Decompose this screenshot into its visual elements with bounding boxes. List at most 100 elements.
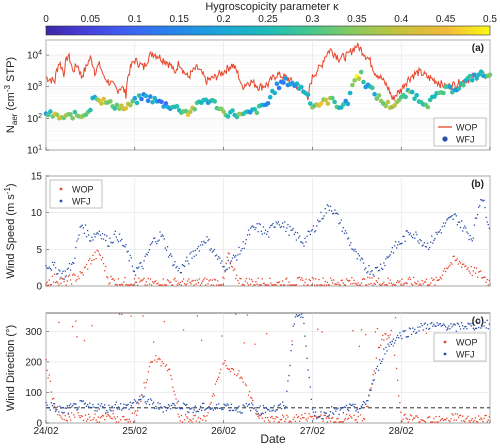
series-wop-point: [60, 282, 62, 285]
series-wop-point: [213, 278, 216, 280]
series-wfj-point: [474, 76, 480, 81]
series-wop-point: [49, 284, 51, 286]
series-wfj-point: [109, 237, 111, 239]
series-wop-point: [270, 416, 272, 419]
series-wfj-point: [102, 238, 105, 240]
series-wfj-point: [64, 407, 66, 409]
series-wfj-point: [252, 107, 257, 112]
series-wfj-point: [143, 93, 149, 99]
series-wfj-point: [425, 327, 428, 329]
series-wfj-point: [144, 401, 146, 403]
series-wfj-point: [154, 407, 156, 410]
series-wfj-point: [422, 329, 424, 331]
series-wfj-point: [194, 405, 196, 407]
series-wfj-point: [449, 216, 451, 218]
series-wfj-point: [384, 264, 386, 267]
series-wfj-point: [197, 245, 200, 248]
series-wop-point: [385, 333, 387, 335]
series-wop-point: [304, 281, 306, 284]
series-wfj-point: [174, 404, 176, 407]
series-wfj-point: [312, 411, 315, 413]
series-wfj-point: [328, 414, 331, 416]
series-wfj-point: [155, 241, 157, 243]
series-wfj-point: [139, 96, 144, 102]
series-wfj-point: [386, 256, 388, 258]
series-wop-point: [375, 357, 377, 359]
series-wfj-point: [166, 407, 169, 410]
series-wop-point: [261, 417, 263, 419]
series-wop-point: [222, 363, 224, 365]
series-wop-point: [358, 345, 360, 347]
series-wfj-point: [181, 264, 184, 266]
series-wfj-point: [392, 103, 397, 108]
series-wop-point: [148, 283, 151, 285]
series-wop-point: [171, 284, 173, 286]
series-wop-point: [271, 415, 273, 418]
series-wfj-point: [360, 405, 363, 407]
series-wfj-point: [415, 231, 417, 233]
series-wfj-point: [457, 221, 460, 223]
series-wfj-point: [373, 275, 375, 277]
series-wfj-point: [258, 222, 260, 225]
series-wop-point: [219, 284, 221, 286]
series-wfj-point: [79, 226, 81, 228]
series-wop-point: [300, 279, 302, 281]
series-wfj-point: [120, 403, 122, 405]
series-wfj-point: [84, 402, 87, 404]
y-tick-label: 101: [27, 145, 42, 157]
series-wfj-point: [197, 410, 200, 413]
series-wop-point: [406, 418, 408, 420]
series-wfj-point: [292, 227, 294, 230]
series-wfj-point: [392, 252, 395, 254]
series-wfj-point: [404, 329, 406, 332]
series-wfj-point: [129, 254, 131, 257]
series-wop-point: [194, 414, 196, 416]
series-wop-point: [304, 412, 306, 415]
series-wop-point: [50, 284, 52, 286]
series-wfj-point: [393, 245, 396, 247]
series-wfj-point: [182, 264, 185, 267]
series-wfj-point: [196, 410, 198, 412]
colorbar-tick-label: 0.25: [258, 14, 278, 25]
series-wfj-point: [179, 408, 181, 410]
series-wfj-point: [46, 404, 48, 406]
series-wfj-point: [136, 402, 138, 404]
series-wfj-point: [72, 109, 78, 115]
series-wfj-point: [305, 241, 307, 243]
series-wop-point: [321, 331, 323, 333]
series-wfj-point: [161, 234, 163, 236]
series-wop-point: [474, 417, 477, 419]
series-wfj-point: [487, 328, 489, 330]
series-wop-point: [352, 283, 354, 285]
series-wop-point: [371, 277, 373, 279]
series-wop-point: [125, 419, 127, 421]
series-wop-point: [414, 281, 416, 284]
series-wfj-point: [188, 263, 190, 265]
series-wfj-point: [202, 244, 204, 246]
series-wfj-point: [309, 233, 311, 236]
series-wfj-point: [229, 262, 231, 265]
series-wop-point: [129, 420, 131, 423]
series-wfj-point: [281, 80, 286, 85]
series-wop-point: [342, 282, 344, 284]
legend-label: WFJ: [72, 197, 91, 207]
series-wfj-point: [419, 326, 421, 328]
series-wfj-point: [141, 265, 143, 268]
series-wfj-point: [432, 242, 434, 244]
series-wop-point: [87, 268, 89, 270]
series-wfj-point: [56, 409, 58, 411]
series-wfj-point: [109, 409, 111, 411]
series-wfj-point: [231, 257, 234, 259]
series-wfj-point: [83, 232, 86, 234]
series-wfj-point: [225, 269, 227, 271]
series-wop-point: [148, 365, 151, 368]
series-wfj-point: [304, 237, 306, 239]
series-wop-point: [250, 283, 252, 285]
series-wfj-point: [218, 403, 220, 405]
series-wop-point: [382, 283, 384, 285]
series-wop-point: [362, 417, 365, 420]
series-wfj-point: [150, 99, 155, 105]
series-wfj-point: [462, 325, 464, 327]
series-wop-point: [349, 414, 351, 416]
series-wop-point: [389, 279, 391, 281]
